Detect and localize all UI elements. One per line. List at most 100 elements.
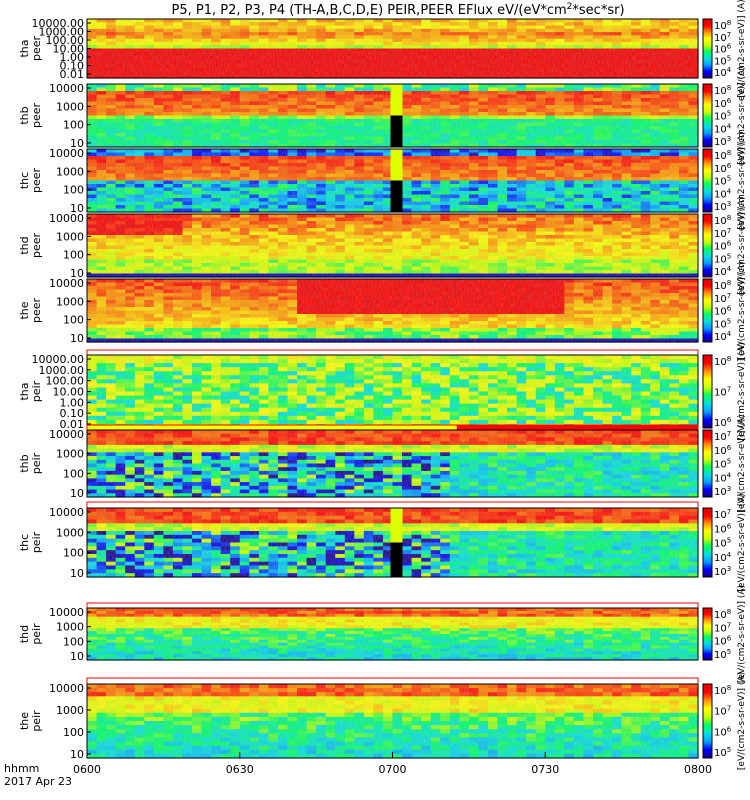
spectrogram-cell: [526, 143, 537, 148]
spectrogram-cell: [602, 115, 613, 120]
spectrogram-cell: [507, 129, 518, 134]
spectrogram-cell: [115, 28, 126, 33]
spectrogram-cell: [526, 71, 537, 76]
spectrogram-cell: [535, 35, 546, 40]
spectrogram-cell: [421, 126, 432, 131]
spectrogram-cell: [87, 115, 98, 120]
spectrogram-cell: [411, 25, 422, 30]
spectrogram-cell: [344, 58, 355, 63]
spectrogram-cell: [449, 98, 460, 103]
spectrogram-cell: [87, 143, 98, 148]
spectrogram-cell: [363, 105, 375, 110]
spectrogram-cell: [554, 19, 565, 23]
spectrogram-cell: [201, 32, 212, 36]
spectrogram-cell: [402, 58, 413, 63]
spectrogram-cell: [411, 98, 422, 103]
spectrogram-cell: [554, 51, 565, 56]
spectrogram-cell: [411, 101, 422, 106]
spectrogram-cell: [373, 108, 384, 113]
spectrogram-cell: [249, 149, 260, 154]
spectrogram-cell: [96, 25, 107, 30]
spectrogram-cell: [230, 74, 241, 79]
spectrogram-cell: [564, 98, 575, 103]
spectrogram-cell: [411, 28, 422, 33]
spectrogram-cell: [134, 101, 145, 106]
spectrogram-cell: [421, 28, 432, 33]
spectrogram-cell: [144, 91, 155, 96]
spectrogram-cell: [344, 126, 355, 131]
spectrogram-cell: [440, 119, 451, 124]
spectrogram-cell: [277, 149, 289, 154]
spectrogram-cell: [211, 22, 222, 27]
spectrogram-cell: [411, 163, 422, 168]
spectrogram-cell: [220, 25, 231, 30]
spectrogram-cell: [526, 126, 537, 131]
spectrogram-cell: [211, 152, 222, 157]
spectrogram-cell: [440, 136, 451, 141]
spectrogram-cell: [115, 61, 126, 66]
spectrogram-cell: [239, 152, 250, 157]
spectrogram-cell: [669, 159, 680, 164]
spectrogram-cell: [688, 51, 699, 56]
spectrogram-cell: [583, 156, 594, 161]
spectrogram-cell: [659, 19, 670, 23]
spectrogram-cell: [335, 58, 346, 63]
spectrogram-cell: [440, 149, 451, 154]
spectrogram-cell: [249, 126, 260, 131]
spectrogram-cell: [153, 38, 164, 43]
spectrogram-cell: [306, 25, 317, 30]
spectrogram-cell: [659, 74, 670, 79]
spectrogram-cell: [192, 129, 203, 134]
spectrogram-cell: [316, 159, 327, 164]
spectrogram-cell: [287, 25, 298, 30]
spectrogram-cell: [650, 84, 661, 89]
spectrogram-cell: [335, 38, 346, 43]
spectrogram-cell: [411, 45, 422, 50]
spectrogram-cell: [421, 152, 432, 157]
spectrogram-cell: [363, 129, 375, 134]
spectrogram-cell: [172, 94, 184, 99]
spectrogram-cell: [258, 98, 269, 103]
spectrogram-cell: [554, 74, 565, 79]
spectrogram-cell: [545, 143, 556, 148]
spectrogram-cell: [621, 58, 632, 63]
spectrogram-cell: [239, 45, 250, 50]
spectrogram-cell: [631, 119, 642, 124]
spectrogram-cell: [115, 115, 126, 120]
spectrogram-cell: [669, 87, 680, 92]
spectrogram-cell: [678, 115, 690, 120]
spectrogram-cell: [306, 28, 317, 33]
spectrogram-cell: [516, 19, 527, 23]
spectrogram-cell: [621, 41, 632, 46]
spectrogram-cell: [277, 55, 289, 59]
spectrogram-cell: [516, 87, 527, 92]
spectrogram-cell: [297, 98, 308, 103]
spectrogram-cell: [335, 122, 346, 127]
spectrogram-cell: [249, 119, 260, 124]
colorbar-tick-exponent: 6: [727, 43, 732, 51]
species-label: peer: [30, 103, 43, 129]
spectrogram-cell: [669, 149, 680, 154]
spectrogram-cell: [631, 126, 642, 131]
spectrogram-cell: [497, 38, 508, 43]
spectrogram-cell: [211, 61, 222, 66]
spectrogram-cell: [602, 112, 613, 117]
spectrogram-cell: [172, 28, 184, 33]
spectrogram-cell: [306, 136, 317, 141]
spectrogram-cell: [554, 156, 565, 161]
spectrogram-cell: [316, 112, 327, 117]
spectrogram-cell: [287, 156, 298, 161]
spectrogram-cell: [631, 45, 642, 50]
spectrogram-cell: [382, 115, 394, 120]
spectrogram-cell: [631, 58, 642, 63]
spectrogram-cell: [172, 119, 184, 124]
spectrogram-cell: [306, 156, 317, 161]
spectrogram-cell: [440, 28, 451, 33]
spectrogram-cell: [459, 98, 470, 103]
spectrogram-cell: [612, 159, 623, 164]
spectrogram-cell: [220, 115, 231, 120]
spectrogram-cell: [153, 32, 164, 36]
spectrogram-cell: [669, 122, 680, 127]
spectrogram-cell: [478, 129, 489, 134]
spectrogram-cell: [411, 22, 422, 27]
